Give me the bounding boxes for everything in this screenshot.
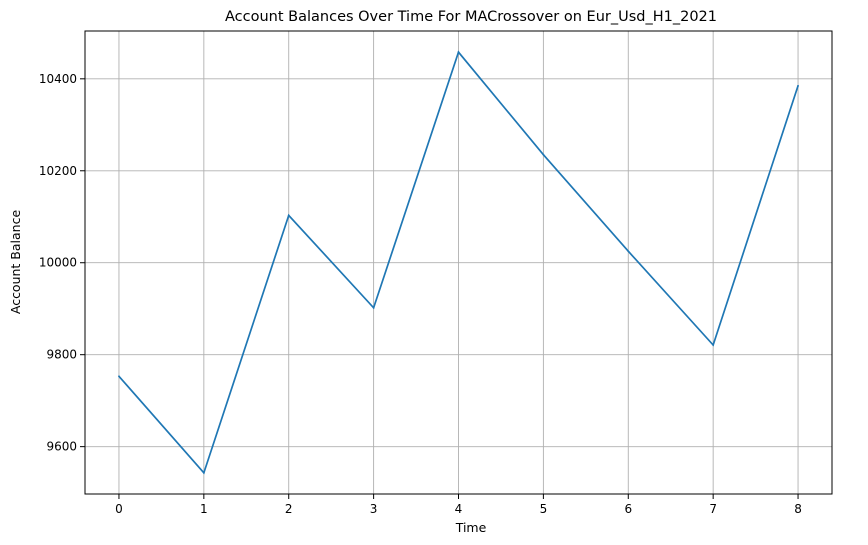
data-point: [287, 214, 290, 217]
y-tick-label: 9800: [46, 348, 77, 362]
grid-lines: [85, 31, 832, 494]
data-point: [372, 306, 375, 309]
x-tick-label: 4: [455, 502, 463, 516]
x-tick-label: 7: [709, 502, 717, 516]
data-point: [797, 84, 799, 87]
data-point: [202, 471, 205, 474]
data-point: [627, 250, 630, 253]
x-tick-label: 2: [285, 502, 293, 516]
y-tick-label: 10200: [39, 164, 77, 178]
x-tick-label: 6: [624, 502, 632, 516]
chart-title: Account Balances Over Time For MACrossov…: [225, 9, 717, 25]
series-layer: [118, 50, 799, 475]
axis-ticks: 0 1 2 3 4 5 6 7 8 9600 9800 10000 10200 10400: [39, 72, 802, 516]
x-tick-label: 8: [794, 502, 802, 516]
y-tick-label: 10000: [39, 256, 77, 270]
y-axis-label: Account Balance: [8, 210, 23, 315]
y-tick-label: 9600: [46, 440, 77, 454]
x-tick-label: 0: [115, 502, 123, 516]
x-tick-label: 1: [200, 502, 208, 516]
x-tick-label: 5: [540, 502, 548, 516]
data-point: [118, 375, 120, 378]
x-axis-label: Time: [455, 520, 487, 535]
y-tick-label: 10400: [39, 72, 77, 86]
data-point: [712, 344, 715, 346]
x-tick-label: 3: [370, 502, 378, 516]
data-point: [457, 51, 460, 54]
data-point: [542, 153, 545, 156]
